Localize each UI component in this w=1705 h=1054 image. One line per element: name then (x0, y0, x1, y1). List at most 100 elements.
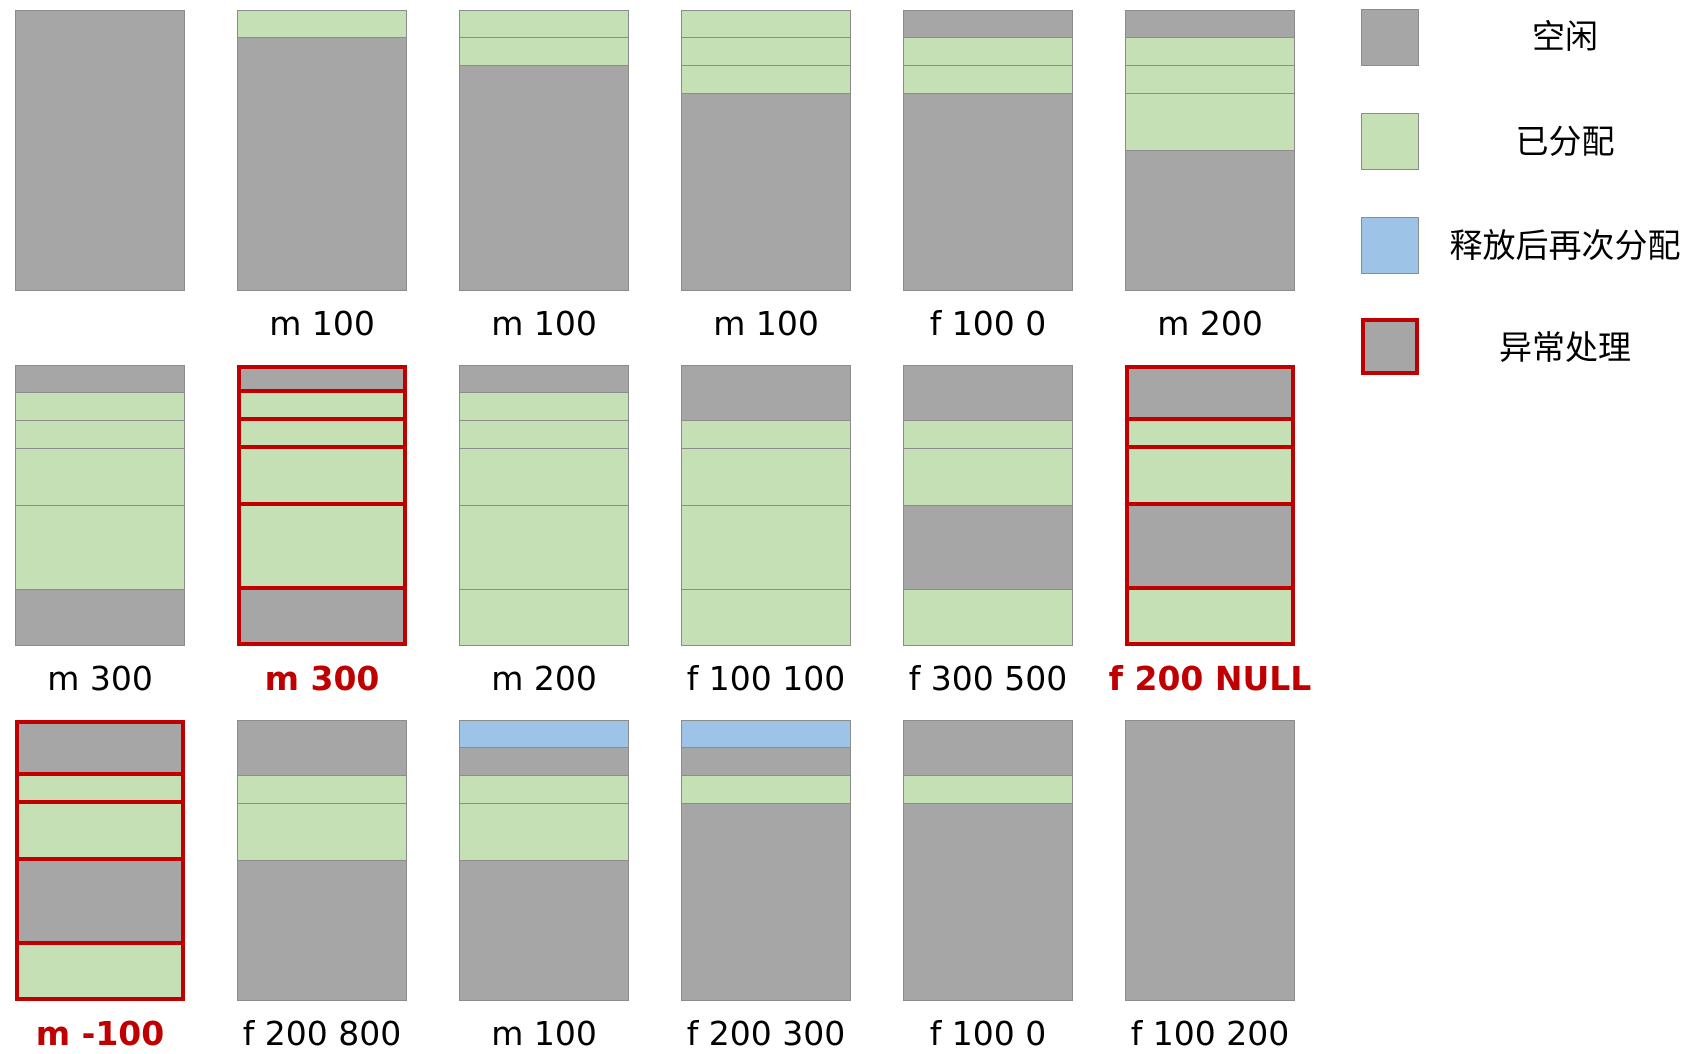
memory-block-alloc (459, 804, 629, 861)
memory-column (1125, 10, 1295, 291)
legend-label-error: 异常处理 (1499, 328, 1631, 367)
memory-block-alloc (1125, 38, 1295, 66)
step-label: f 100 0 (929, 304, 1047, 343)
memory-block-alloc (15, 393, 185, 421)
memory-block-free (1125, 151, 1295, 291)
memory-block-alloc (903, 449, 1073, 506)
memory-column (459, 10, 629, 291)
memory-block-free (237, 365, 407, 393)
memory-block-alloc (903, 38, 1073, 66)
memory-block-free (459, 66, 629, 291)
step-label: f 100 100 (686, 659, 846, 698)
legend-label-realloc: 释放后再次分配 (1449, 226, 1681, 265)
memory-block-free (903, 720, 1073, 776)
memory-block-alloc (15, 776, 185, 804)
step-label: m 100 (491, 304, 597, 343)
step-label: f 300 500 (908, 659, 1068, 698)
memory-block-alloc (459, 38, 629, 66)
step-label: f 200 800 (242, 1014, 402, 1053)
memory-column (681, 10, 851, 291)
memory-block-free (903, 94, 1073, 291)
legend-swatch-error (1361, 318, 1419, 375)
memory-column (237, 720, 407, 1001)
memory-column (15, 365, 185, 646)
memory-block-alloc (15, 804, 185, 861)
memory-block-alloc (15, 421, 185, 449)
step-label: m 100 (269, 304, 375, 343)
memory-block-alloc (237, 506, 407, 590)
memory-block-alloc (681, 421, 851, 449)
memory-block-free (237, 861, 407, 1001)
legend-swatch-free (1361, 9, 1419, 66)
memory-block-free (681, 365, 851, 421)
memory-block-alloc (681, 506, 851, 590)
memory-column (903, 720, 1073, 1001)
memory-block-alloc (237, 10, 407, 38)
memory-block-free (903, 506, 1073, 590)
memory-block-alloc (681, 776, 851, 804)
memory-block-free (1125, 720, 1295, 1001)
memory-block-realloc (681, 720, 851, 748)
memory-block-alloc (903, 421, 1073, 449)
memory-block-alloc (459, 393, 629, 421)
step-label: f 100 0 (929, 1014, 1047, 1053)
memory-block-alloc (237, 421, 407, 449)
memory-block-alloc (237, 804, 407, 861)
memory-block-free (15, 861, 185, 945)
memory-block-alloc (459, 590, 629, 646)
memory-column (903, 10, 1073, 291)
memory-block-alloc (15, 449, 185, 506)
memory-block-alloc (1125, 421, 1295, 449)
memory-block-free (15, 590, 185, 646)
memory-block-alloc (237, 449, 407, 506)
memory-block-alloc (681, 10, 851, 38)
memory-block-free (1125, 365, 1295, 421)
memory-block-alloc (681, 66, 851, 94)
step-label: m 200 (491, 659, 597, 698)
memory-column (459, 365, 629, 646)
memory-block-free (237, 38, 407, 291)
memory-block-free (459, 365, 629, 393)
memory-column (237, 365, 407, 646)
step-label: f 100 200 (1130, 1014, 1290, 1053)
memory-block-alloc (15, 945, 185, 1001)
memory-block-free (237, 590, 407, 646)
memory-block-free (903, 365, 1073, 421)
memory-block-free (15, 10, 185, 291)
memory-block-alloc (681, 590, 851, 646)
memory-block-alloc (681, 449, 851, 506)
legend-label-free: 空闲 (1532, 17, 1598, 56)
memory-block-alloc (459, 10, 629, 38)
step-label: f 200 300 (686, 1014, 846, 1053)
memory-block-free (903, 10, 1073, 38)
memory-block-free (459, 748, 629, 776)
memory-block-free (1125, 506, 1295, 590)
memory-column (15, 720, 185, 1001)
step-label: m 300 (264, 659, 380, 698)
memory-column (459, 720, 629, 1001)
memory-block-alloc (903, 66, 1073, 94)
memory-block-alloc (237, 776, 407, 804)
memory-block-free (15, 720, 185, 776)
memory-block-free (903, 804, 1073, 1001)
memory-block-free (1125, 10, 1295, 38)
step-label: m -100 (35, 1014, 165, 1053)
memory-block-free (681, 748, 851, 776)
memory-block-free (681, 94, 851, 291)
memory-block-realloc (459, 720, 629, 748)
memory-block-free (237, 720, 407, 776)
memory-block-alloc (903, 776, 1073, 804)
legend-swatch-alloc (1361, 113, 1419, 170)
memory-block-alloc (459, 776, 629, 804)
memory-column (237, 10, 407, 291)
step-label: m 100 (713, 304, 819, 343)
step-label: m 300 (47, 659, 153, 698)
memory-block-alloc (681, 38, 851, 66)
memory-column (681, 365, 851, 646)
memory-block-alloc (15, 506, 185, 590)
memory-block-alloc (1125, 94, 1295, 151)
memory-block-free (15, 365, 185, 393)
memory-block-free (459, 861, 629, 1001)
memory-column (1125, 720, 1295, 1001)
